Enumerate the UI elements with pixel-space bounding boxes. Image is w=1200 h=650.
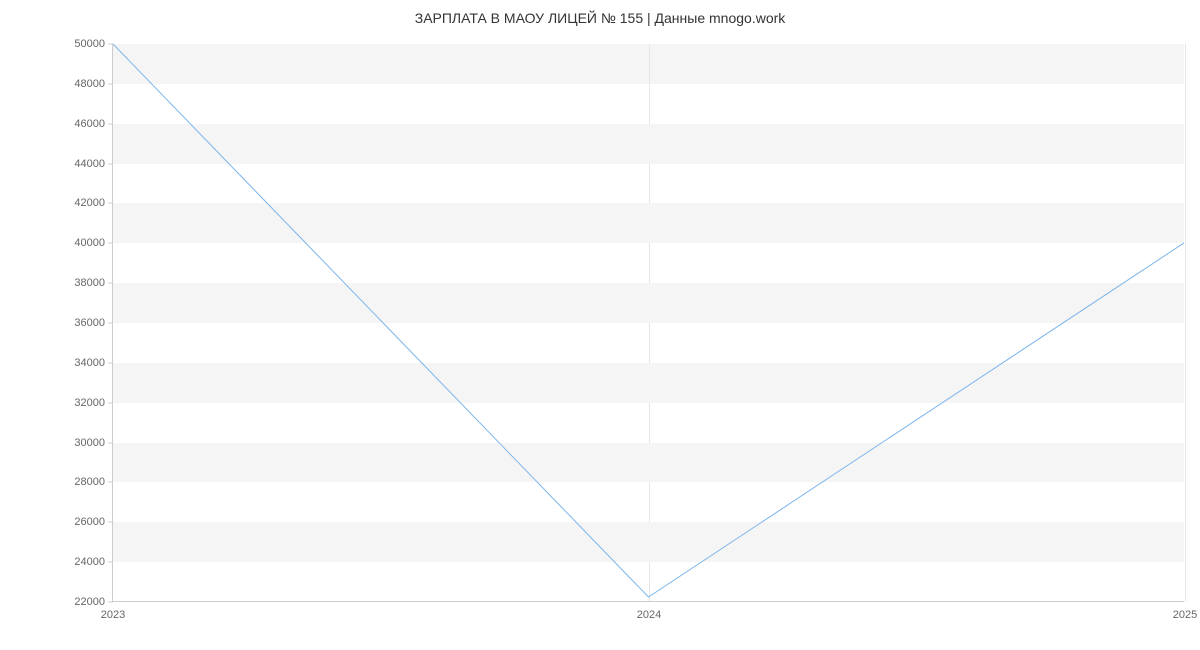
y-axis-tick-mark xyxy=(108,203,113,204)
y-axis-tick-mark xyxy=(108,482,113,483)
plot-background: 2200024000260002800030000320003400036000… xyxy=(112,44,1184,602)
y-axis-tick-mark xyxy=(108,283,113,284)
x-axis-tick-label: 2024 xyxy=(637,609,661,621)
chart-plot-area: 2200024000260002800030000320003400036000… xyxy=(112,44,1184,602)
y-axis-tick-label: 34000 xyxy=(74,357,105,369)
y-axis-tick-label: 50000 xyxy=(74,38,105,50)
y-axis-tick-label: 22000 xyxy=(74,596,105,608)
y-axis-tick-mark xyxy=(108,83,113,84)
y-axis-tick-mark xyxy=(108,44,113,45)
y-axis-tick-mark xyxy=(108,562,113,563)
y-axis-tick-label: 36000 xyxy=(74,317,105,329)
y-axis-tick-mark xyxy=(108,522,113,523)
y-axis-tick-label: 28000 xyxy=(74,476,105,488)
y-axis-tick-label: 44000 xyxy=(74,158,105,170)
x-grid-line xyxy=(1185,44,1186,601)
line-series-svg xyxy=(113,44,1184,601)
y-axis-tick-label: 46000 xyxy=(74,118,105,130)
y-axis-tick-label: 38000 xyxy=(74,277,105,289)
y-axis-tick-mark xyxy=(108,402,113,403)
y-axis-tick-label: 40000 xyxy=(74,237,105,249)
y-axis-tick-label: 30000 xyxy=(74,437,105,449)
y-axis-tick-mark xyxy=(108,243,113,244)
salary-line xyxy=(113,44,1184,597)
y-axis-tick-mark xyxy=(108,442,113,443)
y-axis-tick-label: 42000 xyxy=(74,197,105,209)
y-axis-tick-label: 24000 xyxy=(74,556,105,568)
y-axis-tick-label: 48000 xyxy=(74,78,105,90)
x-axis-tick-label: 2023 xyxy=(101,609,125,621)
y-axis-tick-label: 32000 xyxy=(74,397,105,409)
y-axis-tick-mark xyxy=(108,163,113,164)
y-axis-tick-mark xyxy=(108,602,113,603)
chart-title: ЗАРПЛАТА В МАОУ ЛИЦЕЙ № 155 | Данные mno… xyxy=(0,10,1200,26)
y-axis-tick-label: 26000 xyxy=(74,516,105,528)
y-axis-tick-mark xyxy=(108,323,113,324)
y-axis-tick-mark xyxy=(108,362,113,363)
y-axis-tick-mark xyxy=(108,123,113,124)
x-axis-tick-label: 2025 xyxy=(1173,609,1197,621)
